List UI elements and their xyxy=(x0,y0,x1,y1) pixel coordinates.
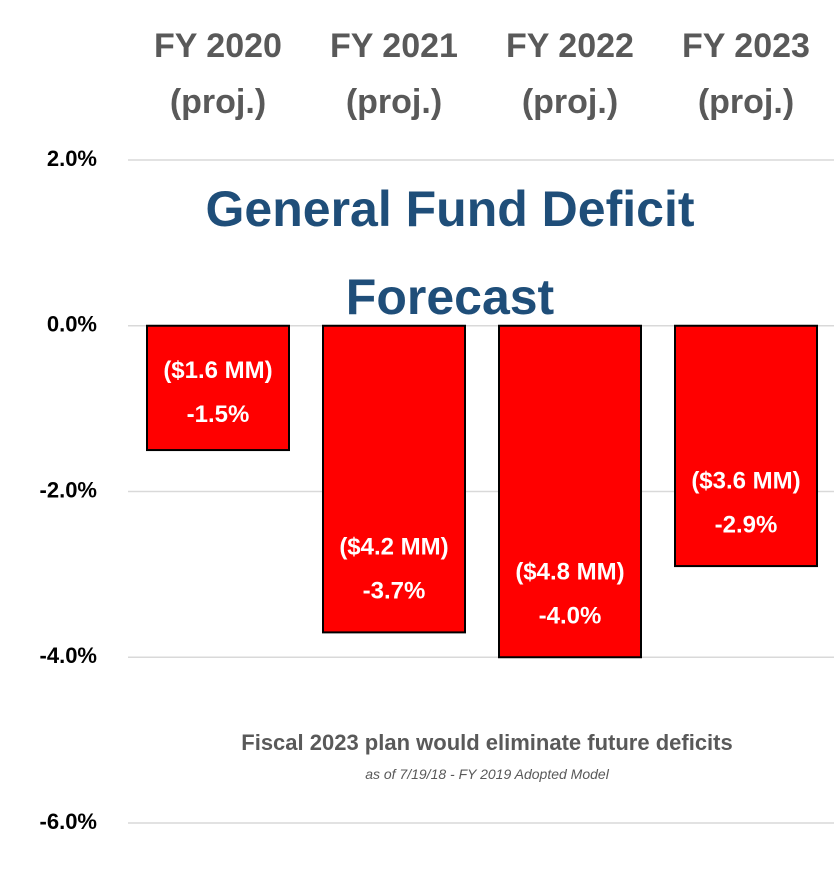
bar xyxy=(146,324,290,452)
y-tick-label: -2.0% xyxy=(40,477,97,502)
x-tick-label: FY 2021 (proj.) xyxy=(330,27,458,121)
x-tick-label: FY 2022 (proj.) xyxy=(506,27,634,121)
data-label-amount: ($4.2 MM) xyxy=(339,534,448,561)
data-label-amount: ($3.6 MM) xyxy=(691,467,800,494)
data-label: -4.0% xyxy=(539,603,602,630)
data-label: -1.5% xyxy=(187,401,250,428)
bar xyxy=(322,324,466,634)
bar xyxy=(498,324,642,659)
y-tick-label: 0.0% xyxy=(47,312,97,337)
data-label: -3.7% xyxy=(363,578,426,605)
data-label-amount: ($1.6 MM) xyxy=(163,357,272,384)
y-tick-label: 2.0% xyxy=(47,146,97,171)
chart-subtitle: Fiscal 2023 plan would eliminate future … xyxy=(241,730,733,755)
y-tick-label: -6.0% xyxy=(40,809,97,834)
bar xyxy=(674,324,818,568)
chart-note: as of 7/19/18 - FY 2019 Adopted Model xyxy=(365,766,609,782)
chart-title: General Fund Deficit Forecast xyxy=(205,181,695,325)
y-tick-label: -4.0% xyxy=(40,643,97,668)
data-label-amount: ($4.8 MM) xyxy=(515,559,624,586)
x-tick-label: FY 2020 (proj.) xyxy=(154,27,282,121)
x-tick-label: FY 2023 (proj.) xyxy=(682,27,810,121)
data-label: -2.9% xyxy=(715,511,778,538)
